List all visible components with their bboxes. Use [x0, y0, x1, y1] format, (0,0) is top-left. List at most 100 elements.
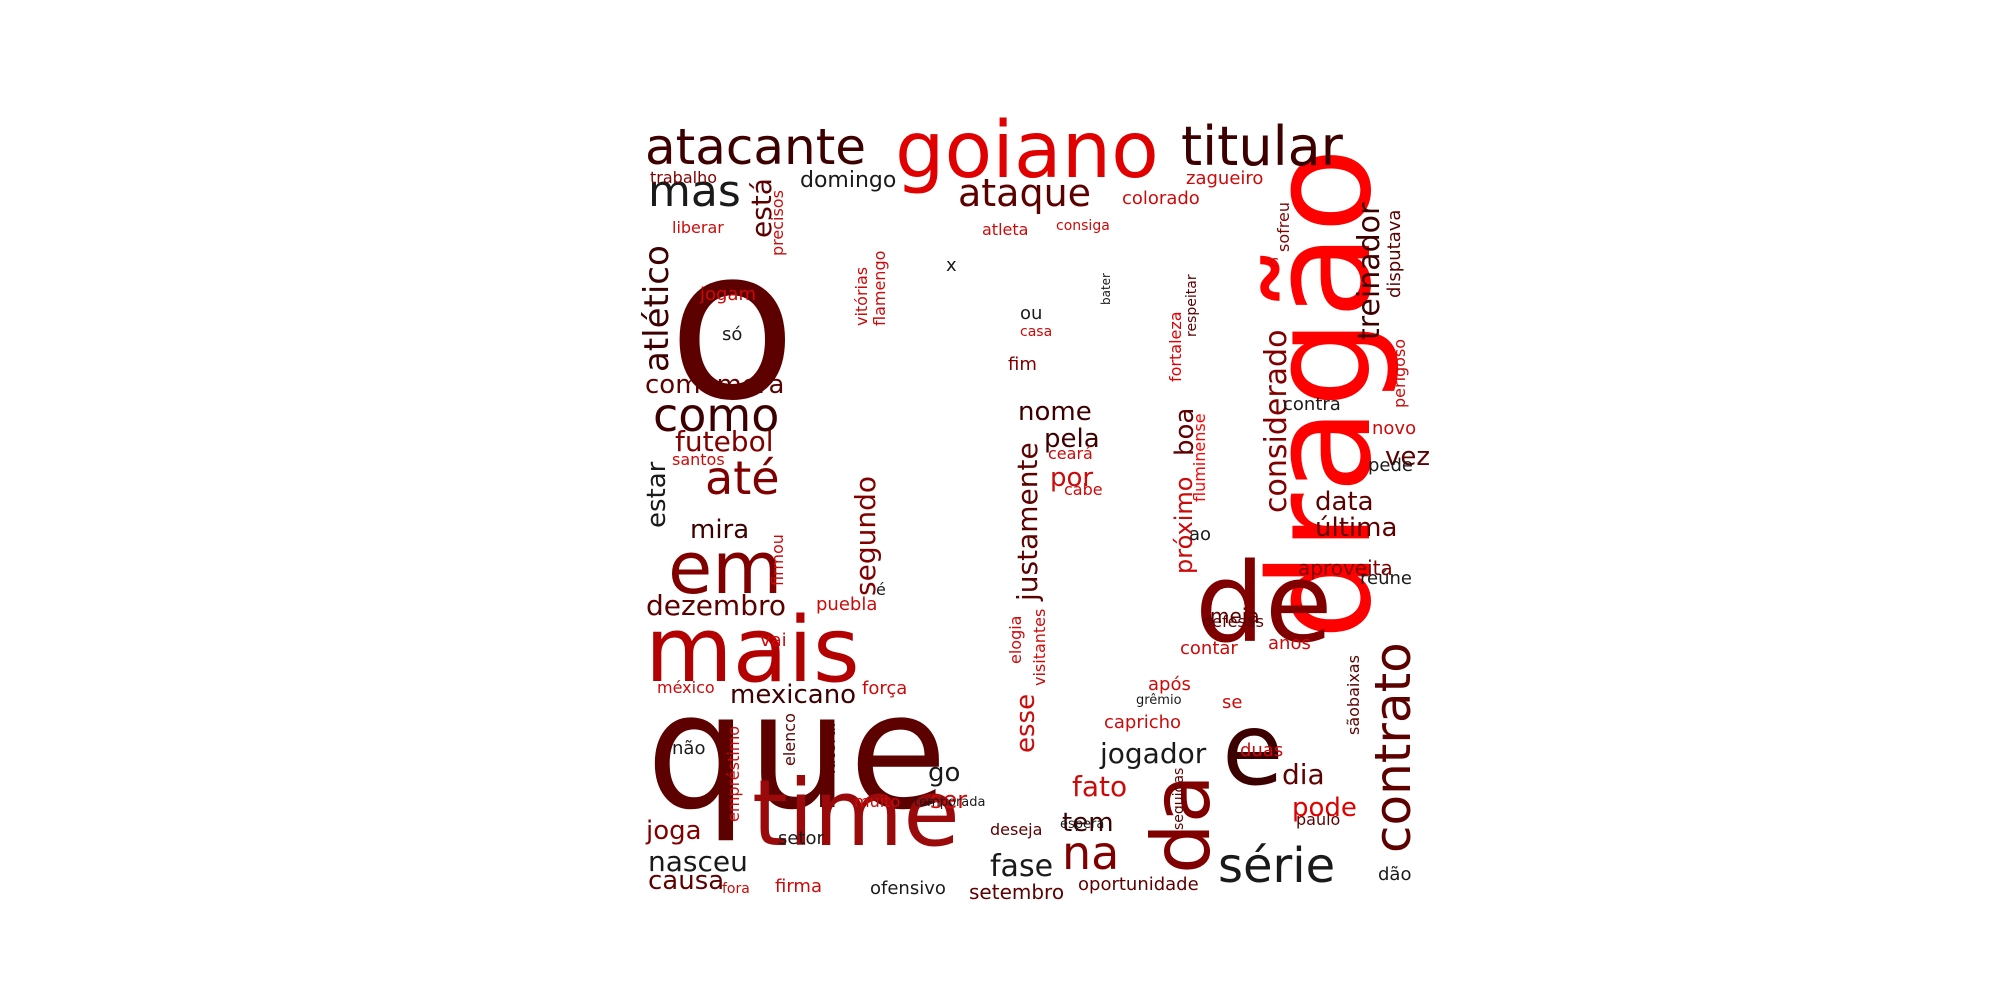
word-go: go [928, 758, 961, 788]
word-bater: bater [1099, 273, 1113, 305]
word-méxico: méxico [657, 678, 715, 697]
word-fora: fora [722, 881, 750, 897]
word-aproveita: aproveita [1298, 556, 1393, 580]
word-trabalho: trabalho [650, 168, 717, 187]
word-elogia: elogia [1006, 615, 1025, 664]
word-tem: tem [1062, 808, 1114, 838]
word-fortaleza: fortaleza [1166, 311, 1185, 382]
word-vez: vez [1385, 442, 1431, 472]
word-até: até [705, 451, 780, 505]
word-esse: esse [1011, 693, 1041, 753]
word-dão: dão [1378, 864, 1412, 885]
word-oportunidade: oportunidade [1078, 874, 1199, 895]
word-sofreu: sofreu [1274, 202, 1293, 252]
word-nome: nome [1018, 397, 1092, 427]
word-duas: duas [1240, 740, 1284, 761]
word-consiga: consiga [1056, 218, 1110, 234]
word-mas: mas [648, 166, 741, 217]
word-flamengo: flamengo [870, 250, 889, 326]
word-capricho: capricho [1104, 712, 1182, 733]
word-e: e [1222, 691, 1284, 808]
word-setor: setor [778, 828, 824, 849]
word-última: última [1315, 513, 1398, 543]
word-setembro: setembro [969, 880, 1065, 904]
word-é: é [876, 580, 886, 599]
word-justamente: justamente [1011, 442, 1044, 601]
word-ataque: ataque [958, 171, 1092, 215]
word-como: como [653, 388, 780, 442]
word-mexicano: mexicano [730, 680, 857, 710]
word-fluminense: fluminense [1190, 413, 1209, 502]
word-anos: anos [1268, 633, 1311, 654]
word-pode: pode [1292, 793, 1357, 823]
word-santos: santos [672, 450, 725, 469]
word-em: em [668, 526, 783, 610]
word-grêmio: grêmio [1136, 693, 1182, 708]
word-ou: ou [1020, 303, 1043, 324]
word-goiano: goiano [895, 106, 1159, 196]
word-firma: firma [775, 876, 822, 897]
word-paulo: paulo [1296, 810, 1341, 829]
word-vai: vai [760, 630, 787, 651]
word-contra: contra [1283, 394, 1341, 415]
word-precisos: precisos [768, 190, 787, 256]
word-firmou: firmou [768, 534, 787, 586]
word-seguidas: seguidas [1171, 767, 1187, 830]
word-força: força [862, 678, 908, 699]
word-fase: fase [990, 849, 1054, 884]
word-dezembro: dezembro [646, 589, 786, 622]
word-futebol: futebol [675, 425, 774, 458]
word-nasceu: nasceu [648, 845, 748, 878]
word-fato: fato [1072, 770, 1128, 803]
word-espera: espera [1060, 817, 1105, 832]
word-pede: pede [1368, 455, 1413, 476]
word-sãobaixas: sãobaixas [1344, 655, 1363, 735]
word-dia: dia [1282, 758, 1325, 791]
word-que: que [646, 658, 948, 845]
word-lateral: lateral [820, 722, 839, 774]
word-elenco: elenco [780, 713, 799, 766]
word-vitórias: vitórias [852, 266, 871, 326]
word-c: c [1270, 252, 1279, 271]
word-disputava: disputava [1384, 209, 1405, 298]
word-meia: meia [1210, 604, 1260, 628]
word-mira: mira [690, 515, 750, 545]
word-por: por [1050, 463, 1094, 493]
word-visitantes: visitantes [1030, 608, 1049, 686]
word-titular: titular [1181, 115, 1343, 178]
word-contar: contar [1180, 638, 1238, 659]
word-segundo: segundo [849, 476, 882, 596]
word-causa: causa [648, 866, 725, 896]
word-estar: estar [642, 461, 672, 528]
word-time: time [752, 760, 960, 867]
word-ofensivo: ofensivo [870, 878, 946, 899]
word-x: x [946, 255, 957, 276]
word-novo: novo [1372, 418, 1417, 439]
word-temporada: temporada [914, 795, 986, 810]
word-ceará: ceará [1048, 444, 1093, 463]
word-domingo: domingo [800, 168, 897, 193]
word-puebla: puebla [816, 594, 878, 615]
word-casa: casa [1020, 324, 1053, 340]
word-mais: mais [645, 598, 860, 703]
word-zagueiro: zagueiro [1186, 168, 1264, 189]
word-treinador: treinador [1352, 202, 1387, 340]
word-colorado: colorado [1122, 188, 1200, 209]
word-jogador: jogador [1100, 737, 1207, 770]
word-respeitar: respeitar [1184, 274, 1200, 337]
word-atlético: atlético [637, 245, 677, 372]
word-liberar: liberar [672, 218, 724, 237]
word-de: de [1195, 539, 1333, 667]
word-ser: ser [930, 786, 968, 814]
word-ao: ao [1189, 524, 1212, 545]
word-deseja: deseja [990, 820, 1043, 839]
word-fim: fim [1008, 354, 1037, 375]
word-série: série [1218, 838, 1336, 894]
word-atacante: atacante [645, 118, 867, 176]
word-cabe: cabe [1064, 480, 1103, 499]
word-não: não [672, 738, 706, 759]
word-contrato: contrato [1364, 642, 1422, 853]
word-só: só [722, 324, 743, 345]
word-muito: muito [854, 792, 901, 811]
word-após: após [1148, 674, 1191, 695]
